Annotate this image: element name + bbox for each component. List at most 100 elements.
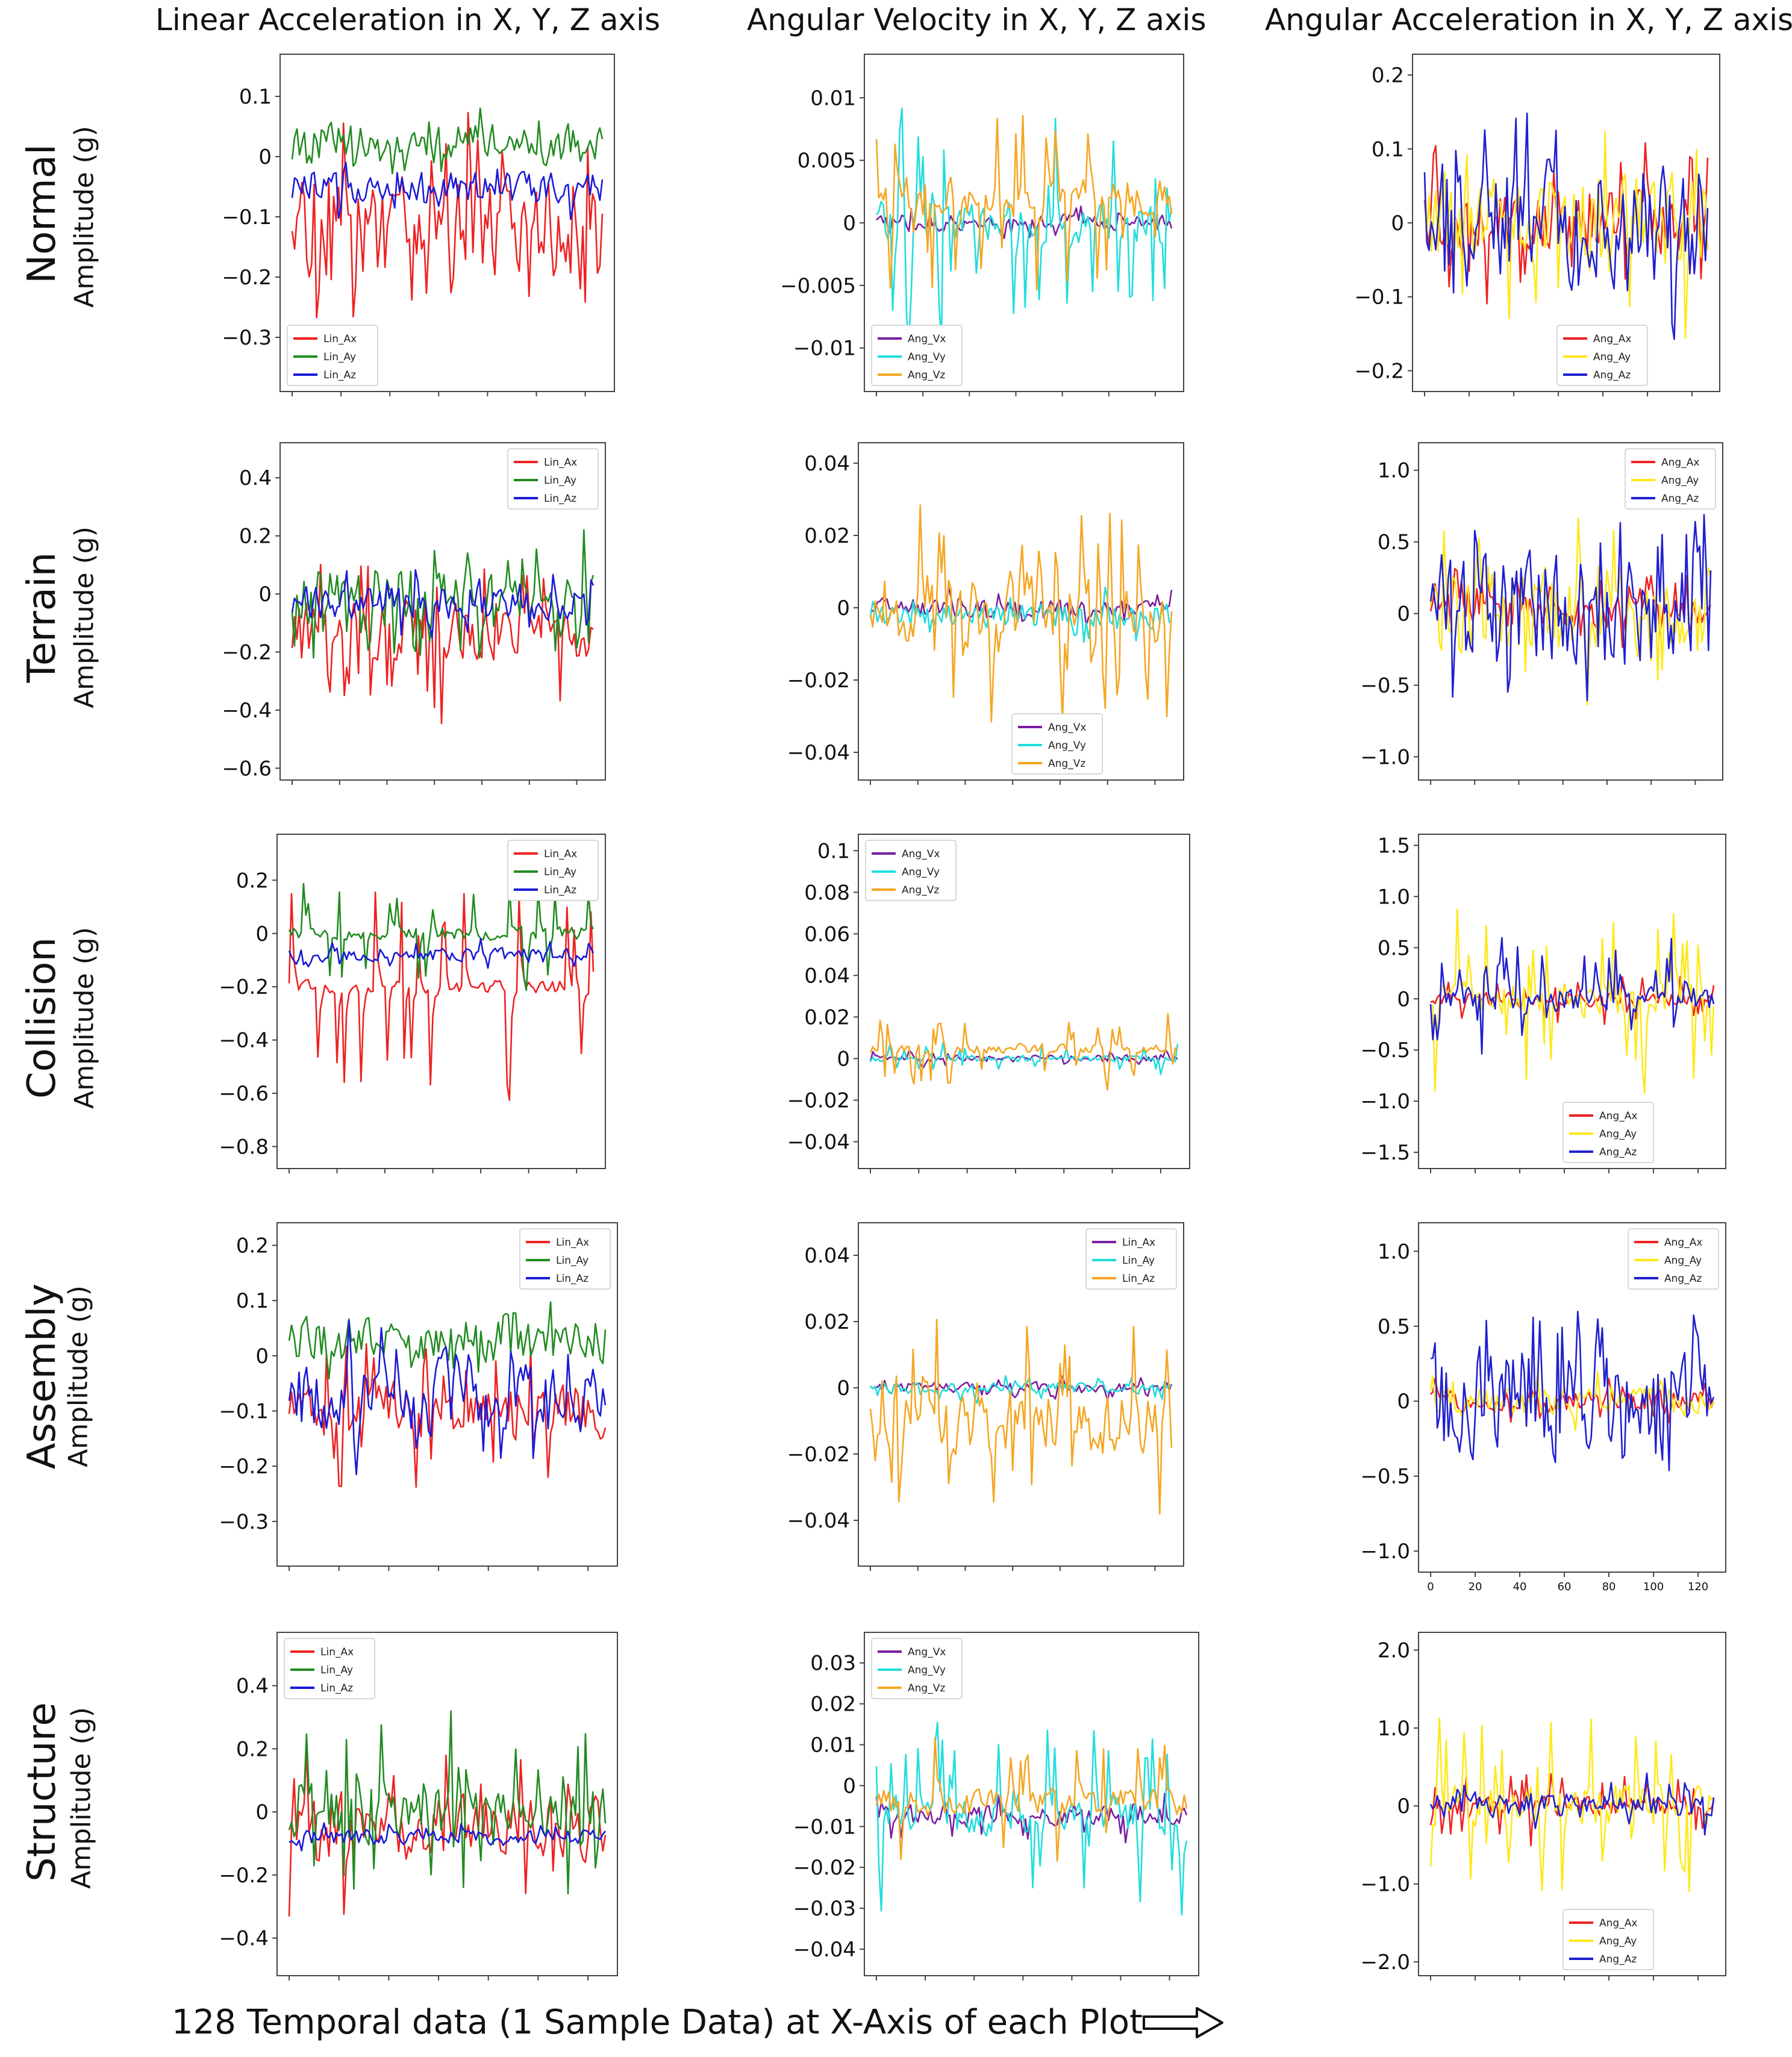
y-tick-label: −1.0 <box>1360 1090 1410 1114</box>
ylabel-collision: Amplitude (g) <box>69 927 100 1109</box>
y-tick-label: 0.1 <box>1372 137 1404 161</box>
legend-label: Ang_Vz <box>902 884 939 896</box>
y-tick-label: −0.02 <box>787 1443 850 1467</box>
y-tick-label: 0.02 <box>804 1005 850 1029</box>
legend-box <box>1085 1228 1177 1290</box>
legend-label: Lin_Az <box>1122 1273 1155 1285</box>
y-tick-label: −0.2 <box>222 641 272 665</box>
legend-label: Lin_Ax <box>544 457 577 469</box>
legend: Ang_Ax Ang_Ay Ang_Az <box>1563 1102 1654 1163</box>
y-tick-label: −0.1 <box>222 205 272 229</box>
series-line-ang-vy <box>869 1041 1179 1075</box>
ylabel-normal: Amplitude (g) <box>69 126 100 308</box>
legend-label: Ang_Ay <box>1661 475 1699 487</box>
legend-label: Ang_Ay <box>1593 351 1631 363</box>
legend-label: Ang_Vy <box>908 1664 946 1676</box>
series-line-lin-az <box>289 1822 607 1852</box>
y-tick-label: −0.4 <box>219 1927 269 1951</box>
x-tick-label: 100 <box>1643 1581 1664 1593</box>
y-tick-label: 0.5 <box>1378 531 1410 555</box>
plot-terrain-angular-acceleration: 1.0 0.5 0 −0.5 −1.0 Ang_Ax Ang_Ay Ang_Az <box>1360 442 1723 785</box>
y-tick-label: 0.1 <box>817 839 850 863</box>
y-tick-label: 0 <box>258 145 272 169</box>
ylabel-terrain: Amplitude (g) <box>69 526 100 708</box>
row-label-collision: Collision <box>20 937 64 1099</box>
legend-box <box>865 840 957 901</box>
y-tick-label: −2.0 <box>1360 1950 1410 1974</box>
legend-box <box>507 840 599 901</box>
y-tick-label: −0.6 <box>219 1082 269 1106</box>
y-tick-label: −0.3 <box>222 326 272 350</box>
column-title-angular-velocity: Angular Velocity in X, Y, Z axis <box>747 2 1207 37</box>
legend-box <box>1563 1909 1654 1970</box>
legend: Lin_Ax Lin_Ay Lin_Az <box>287 325 378 386</box>
y-tick-label: −0.2 <box>219 1455 269 1479</box>
y-tick-label: 0 <box>1397 1794 1410 1818</box>
y-tick-label: 2.0 <box>1378 1638 1410 1662</box>
x-tick-label: 20 <box>1469 1581 1482 1593</box>
legend-label: Ang_Vx <box>902 848 940 860</box>
legend-label: Lin_Ay <box>1122 1255 1155 1267</box>
legend-label: Ang_Az <box>1664 1273 1702 1285</box>
legend-label: Ang_Vz <box>908 1682 945 1694</box>
right-arrow-icon <box>1143 2007 1223 2038</box>
legend: Ang_Vx Ang_Vy Ang_Vz <box>865 840 957 901</box>
legend-box <box>287 325 378 386</box>
y-tick-label: 1.0 <box>1378 459 1410 483</box>
legend: Ang_Ax Ang_Ay Ang_Az <box>1556 325 1648 386</box>
y-tick-label: 0 <box>255 1800 269 1824</box>
legend-label: Ang_Vy <box>902 866 940 878</box>
legend-label: Lin_Az <box>556 1273 588 1285</box>
legend-label: Lin_Ay <box>544 475 576 487</box>
legend: Lin_Ax Lin_Ay Lin_Az <box>284 1638 375 1699</box>
y-tick-label: 0 <box>255 922 269 946</box>
legend: Ang_Ax Ang_Ay Ang_Az <box>1625 448 1716 510</box>
series-line-ang-vz <box>875 114 1173 291</box>
legend-label: Ang_Az <box>1599 1953 1637 1965</box>
plot-assembly-linear-acceleration: 0.2 0.1 0 −0.1 −0.2 −0.3 Lin_Ax Lin_Ay Lin_Az <box>219 1222 618 1571</box>
y-tick-label: 0.005 <box>798 149 856 173</box>
y-tick-label: 1.5 <box>1378 834 1410 858</box>
legend-label: Lin_Az <box>544 493 576 505</box>
y-tick-label: 0 <box>837 1047 850 1071</box>
legend: Lin_Ax Lin_Ay Lin_Az <box>519 1228 611 1290</box>
series-line-ang-vz <box>869 1013 1178 1091</box>
legend-label: Lin_Ax <box>1122 1237 1155 1249</box>
legend-label: Ang_Vx <box>1048 722 1086 734</box>
series-line-ang-vz <box>869 504 1173 723</box>
series-line-ang-vz <box>869 1319 1173 1515</box>
y-tick-label: −0.04 <box>787 1509 850 1533</box>
legend-box <box>1628 1228 1719 1290</box>
y-tick-label: −0.2 <box>219 1864 269 1888</box>
legend-label: Lin_Ax <box>320 1646 354 1658</box>
row-label-terrain: Terrain <box>20 552 64 683</box>
legend-label: Lin_Az <box>323 369 356 381</box>
legend: Ang_Ax Ang_Ay Ang_Az <box>1563 1909 1654 1970</box>
series-line-lin-ax <box>288 1343 607 1488</box>
legend-label: Lin_Ax <box>544 848 577 860</box>
y-tick-label: −1.0 <box>1360 1540 1410 1564</box>
legend-box <box>871 325 963 386</box>
legend-label: Ang_Vy <box>908 351 946 363</box>
legend-label: Lin_Ax <box>556 1237 589 1249</box>
y-tick-label: −0.02 <box>787 669 850 693</box>
y-tick-label: 0.04 <box>804 452 850 476</box>
y-tick-label: 0.02 <box>804 1310 850 1334</box>
legend-label: Lin_Ay <box>544 866 576 878</box>
plot-terrain-angular-velocity: 0.04 0.02 0 −0.02 −0.04 Ang_Vx Ang_Vy Ang_Vz <box>787 442 1184 785</box>
y-tick-label: 0.04 <box>804 964 850 988</box>
legend-label: Lin_Ay <box>556 1255 588 1267</box>
legend-label: Lin_Ay <box>323 351 356 363</box>
series-line-ang-az <box>1430 1311 1715 1472</box>
legend-box <box>1011 713 1103 775</box>
y-tick-label: 0.03 <box>810 1652 856 1676</box>
y-tick-label: 0 <box>843 1774 856 1798</box>
y-tick-label: −0.04 <box>787 741 850 765</box>
y-tick-label: 1.0 <box>1378 885 1410 909</box>
legend-box <box>1563 1102 1654 1163</box>
y-tick-label: 1.0 <box>1378 1717 1410 1741</box>
series-line-lin-ay <box>291 107 604 175</box>
x-tick-label: 40 <box>1513 1581 1527 1593</box>
y-tick-label: −0.04 <box>793 1938 856 1962</box>
y-tick-label: −0.5 <box>1360 1038 1410 1063</box>
